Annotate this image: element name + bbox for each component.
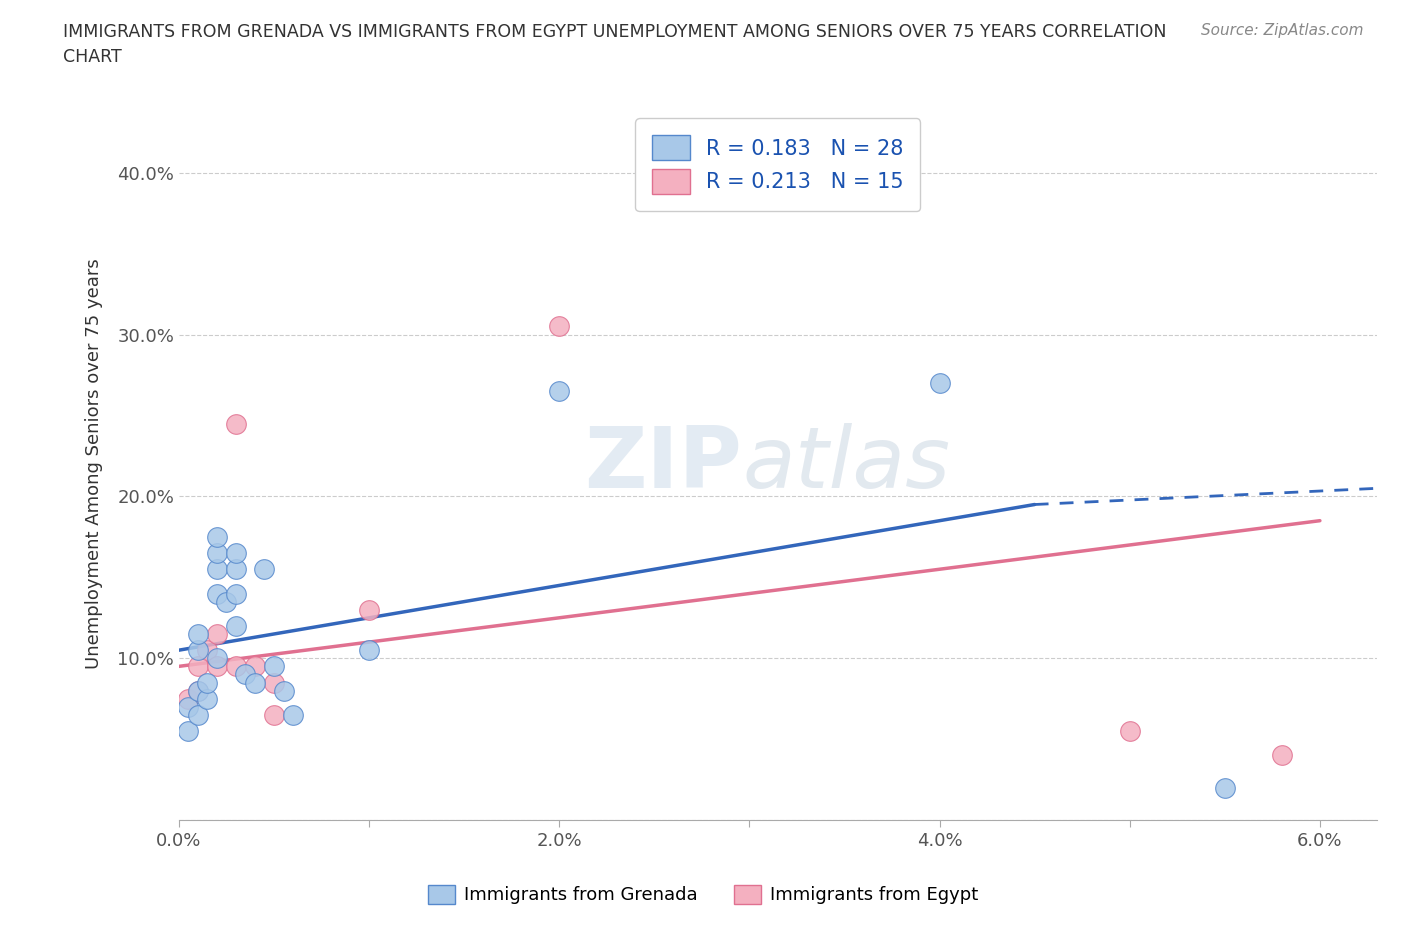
Point bbox=[197, 675, 219, 690]
Point bbox=[928, 376, 950, 391]
Point bbox=[263, 659, 285, 674]
Point bbox=[253, 562, 276, 577]
Legend: R = 0.183   N = 28, R = 0.213   N = 15: R = 0.183 N = 28, R = 0.213 N = 15 bbox=[636, 118, 921, 211]
Point bbox=[205, 659, 228, 674]
Point bbox=[215, 594, 238, 609]
Point bbox=[1119, 724, 1142, 738]
Point bbox=[187, 627, 209, 642]
Point bbox=[205, 546, 228, 561]
Point bbox=[225, 659, 247, 674]
Legend: Immigrants from Grenada, Immigrants from Egypt: Immigrants from Grenada, Immigrants from… bbox=[420, 878, 986, 911]
Y-axis label: Unemployment Among Seniors over 75 years: Unemployment Among Seniors over 75 years bbox=[86, 259, 103, 670]
Point bbox=[359, 603, 381, 618]
Point bbox=[225, 618, 247, 633]
Point bbox=[187, 684, 209, 698]
Point bbox=[205, 529, 228, 544]
Point bbox=[1213, 780, 1236, 795]
Point bbox=[225, 586, 247, 601]
Point bbox=[187, 708, 209, 723]
Point bbox=[225, 416, 247, 431]
Point bbox=[205, 562, 228, 577]
Point bbox=[281, 708, 304, 723]
Point bbox=[235, 667, 257, 682]
Point bbox=[187, 684, 209, 698]
Text: atlas: atlas bbox=[742, 422, 950, 506]
Point bbox=[548, 319, 571, 334]
Point bbox=[273, 684, 295, 698]
Point bbox=[225, 562, 247, 577]
Point bbox=[177, 724, 200, 738]
Point bbox=[225, 546, 247, 561]
Point bbox=[243, 659, 266, 674]
Point bbox=[197, 691, 219, 706]
Text: Source: ZipAtlas.com: Source: ZipAtlas.com bbox=[1201, 23, 1364, 38]
Point bbox=[197, 643, 219, 658]
Point bbox=[187, 643, 209, 658]
Text: CHART: CHART bbox=[63, 48, 122, 66]
Point bbox=[205, 627, 228, 642]
Point bbox=[263, 675, 285, 690]
Point bbox=[177, 699, 200, 714]
Point bbox=[263, 708, 285, 723]
Point bbox=[359, 643, 381, 658]
Point bbox=[243, 675, 266, 690]
Point bbox=[205, 586, 228, 601]
Point bbox=[187, 659, 209, 674]
Text: IMMIGRANTS FROM GRENADA VS IMMIGRANTS FROM EGYPT UNEMPLOYMENT AMONG SENIORS OVER: IMMIGRANTS FROM GRENADA VS IMMIGRANTS FR… bbox=[63, 23, 1167, 41]
Text: ZIP: ZIP bbox=[585, 422, 742, 506]
Point bbox=[205, 651, 228, 666]
Point bbox=[177, 691, 200, 706]
Point bbox=[1271, 748, 1294, 763]
Point bbox=[548, 384, 571, 399]
